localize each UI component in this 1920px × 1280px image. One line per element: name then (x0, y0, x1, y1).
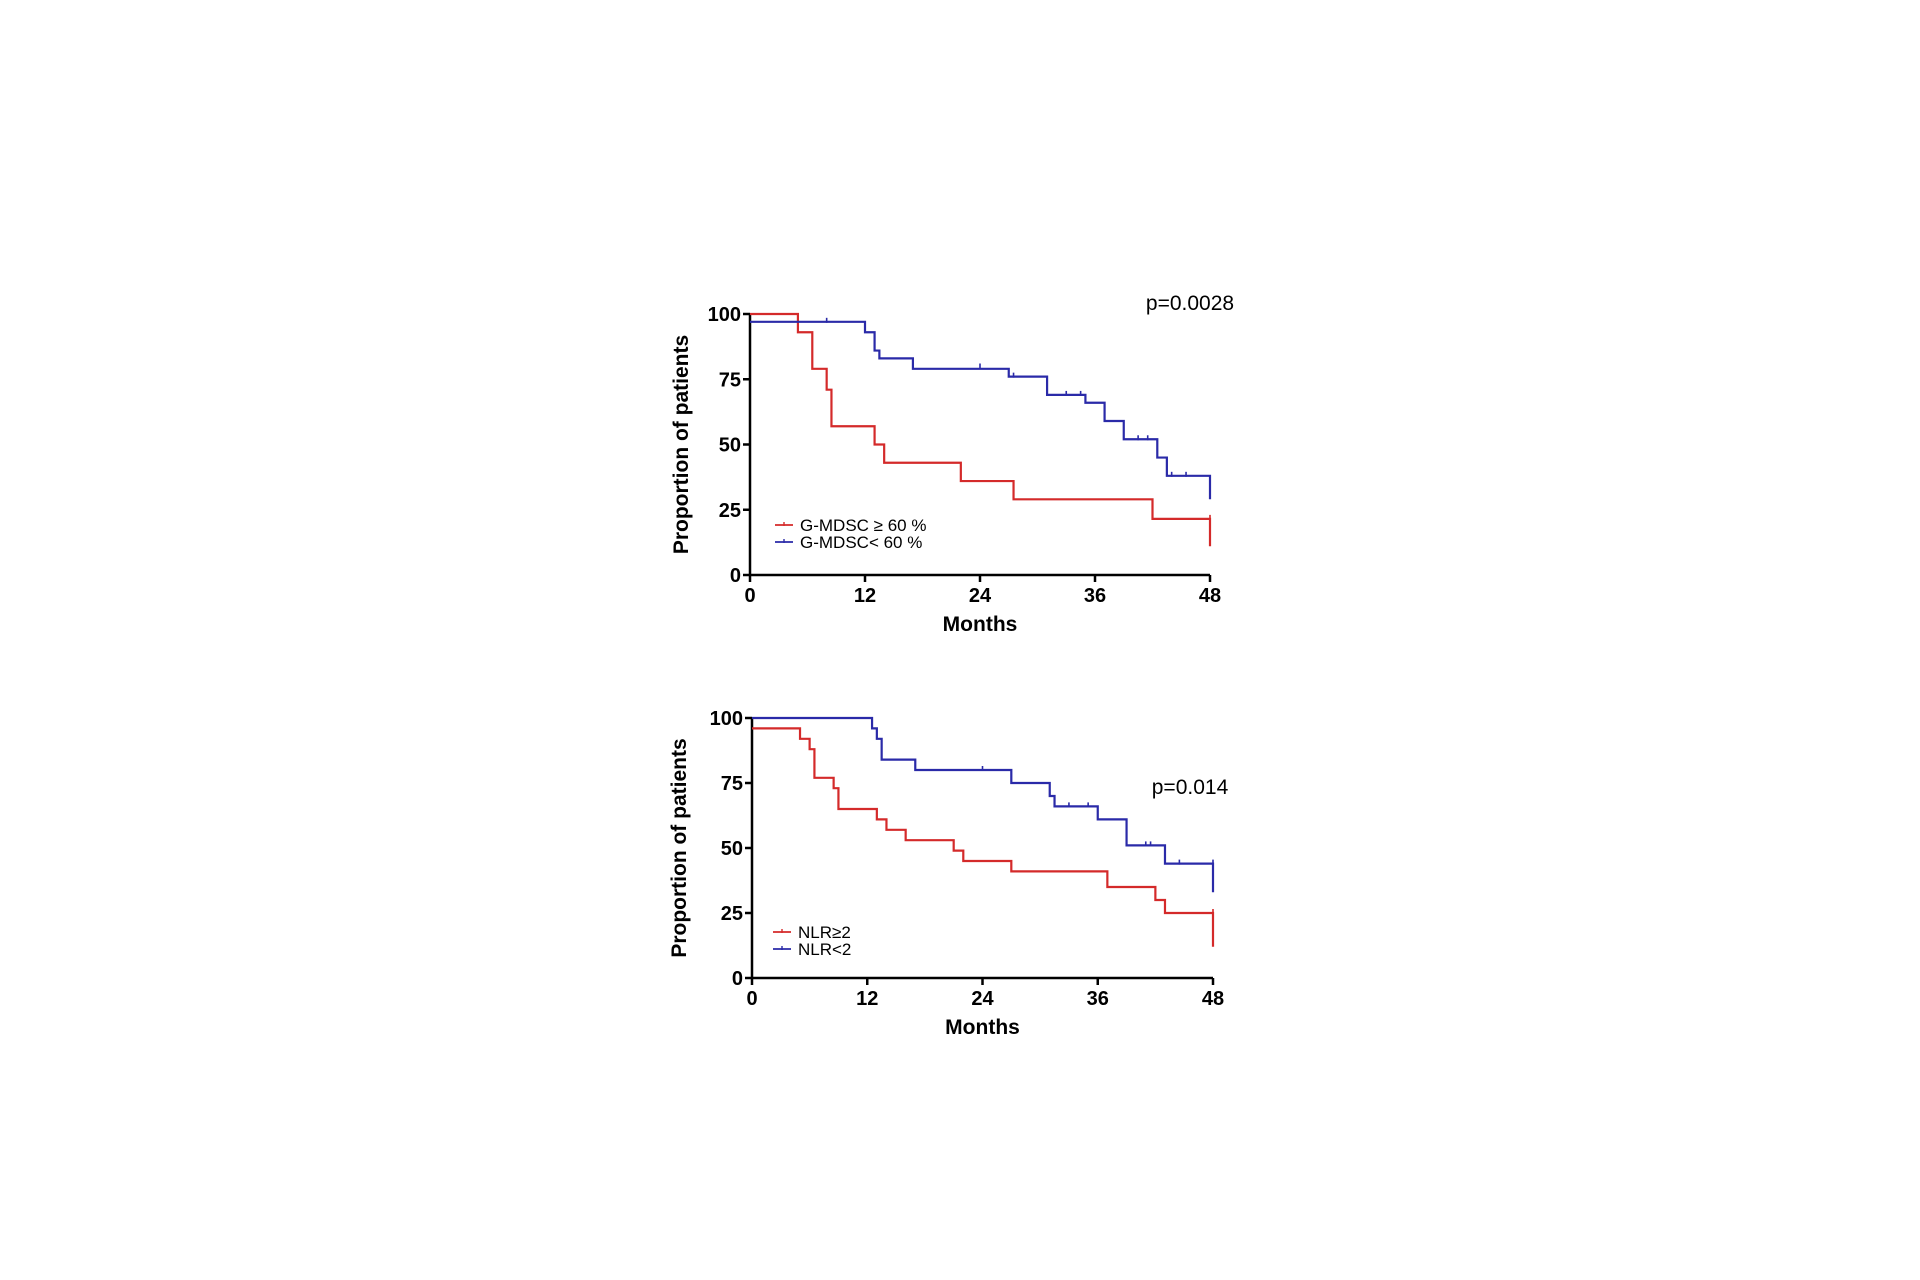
p-value-annotation: p=0.014 (1152, 776, 1229, 799)
y-tick-label: 100 (708, 304, 741, 326)
y-axis-title: Proportion of patients (668, 738, 691, 957)
x-axis-title: Months (945, 1016, 1020, 1039)
x-tick-label: 24 (969, 585, 992, 607)
legend-label: G-MDSC ≥ 60 % (800, 516, 926, 535)
x-tick-label: 12 (856, 988, 878, 1010)
survival-curve-series-2 (752, 716, 1215, 893)
x-tick-label: 12 (854, 585, 876, 607)
survival-curve-series-1 (750, 312, 1212, 547)
legend-label: NLR≥2 (798, 923, 851, 942)
y-tick-label: 75 (719, 369, 741, 391)
y-tick-label: 100 (710, 708, 743, 730)
x-tick-label: 24 (971, 988, 994, 1010)
survival-curve-series-2 (750, 320, 1212, 500)
x-tick-label: 36 (1084, 585, 1106, 607)
p-value-annotation: p=0.0028 (1146, 292, 1234, 315)
chart-panel-1: 0 12 24 36 48 0 25 50 75 100 Months Proportion of p… (670, 292, 1234, 636)
y-tick-label: 75 (721, 773, 743, 795)
y-tick-label: 50 (719, 435, 741, 457)
x-tick-label: 48 (1202, 988, 1224, 1010)
y-tick-label: 0 (732, 968, 743, 990)
y-tick-label: 25 (721, 903, 743, 925)
x-tick-label: 48 (1199, 585, 1221, 607)
y-axis-title: Proportion of patients (670, 335, 693, 554)
x-tick-label: 0 (744, 585, 755, 607)
chart-panel-2: 0 12 24 36 48 0 25 50 75 100 Months Proportion of p… (668, 708, 1229, 1039)
x-tick-label: 36 (1087, 988, 1109, 1010)
y-tick-label: 25 (719, 500, 741, 522)
legend-label: G-MDSC< 60 % (800, 533, 922, 552)
legend-label: NLR<2 (798, 940, 851, 959)
x-tick-label: 0 (746, 988, 757, 1010)
y-tick-label: 0 (730, 565, 741, 587)
y-tick-label: 50 (721, 838, 743, 860)
survival-curve-series-1 (752, 727, 1215, 947)
x-axis-title: Months (943, 613, 1018, 636)
